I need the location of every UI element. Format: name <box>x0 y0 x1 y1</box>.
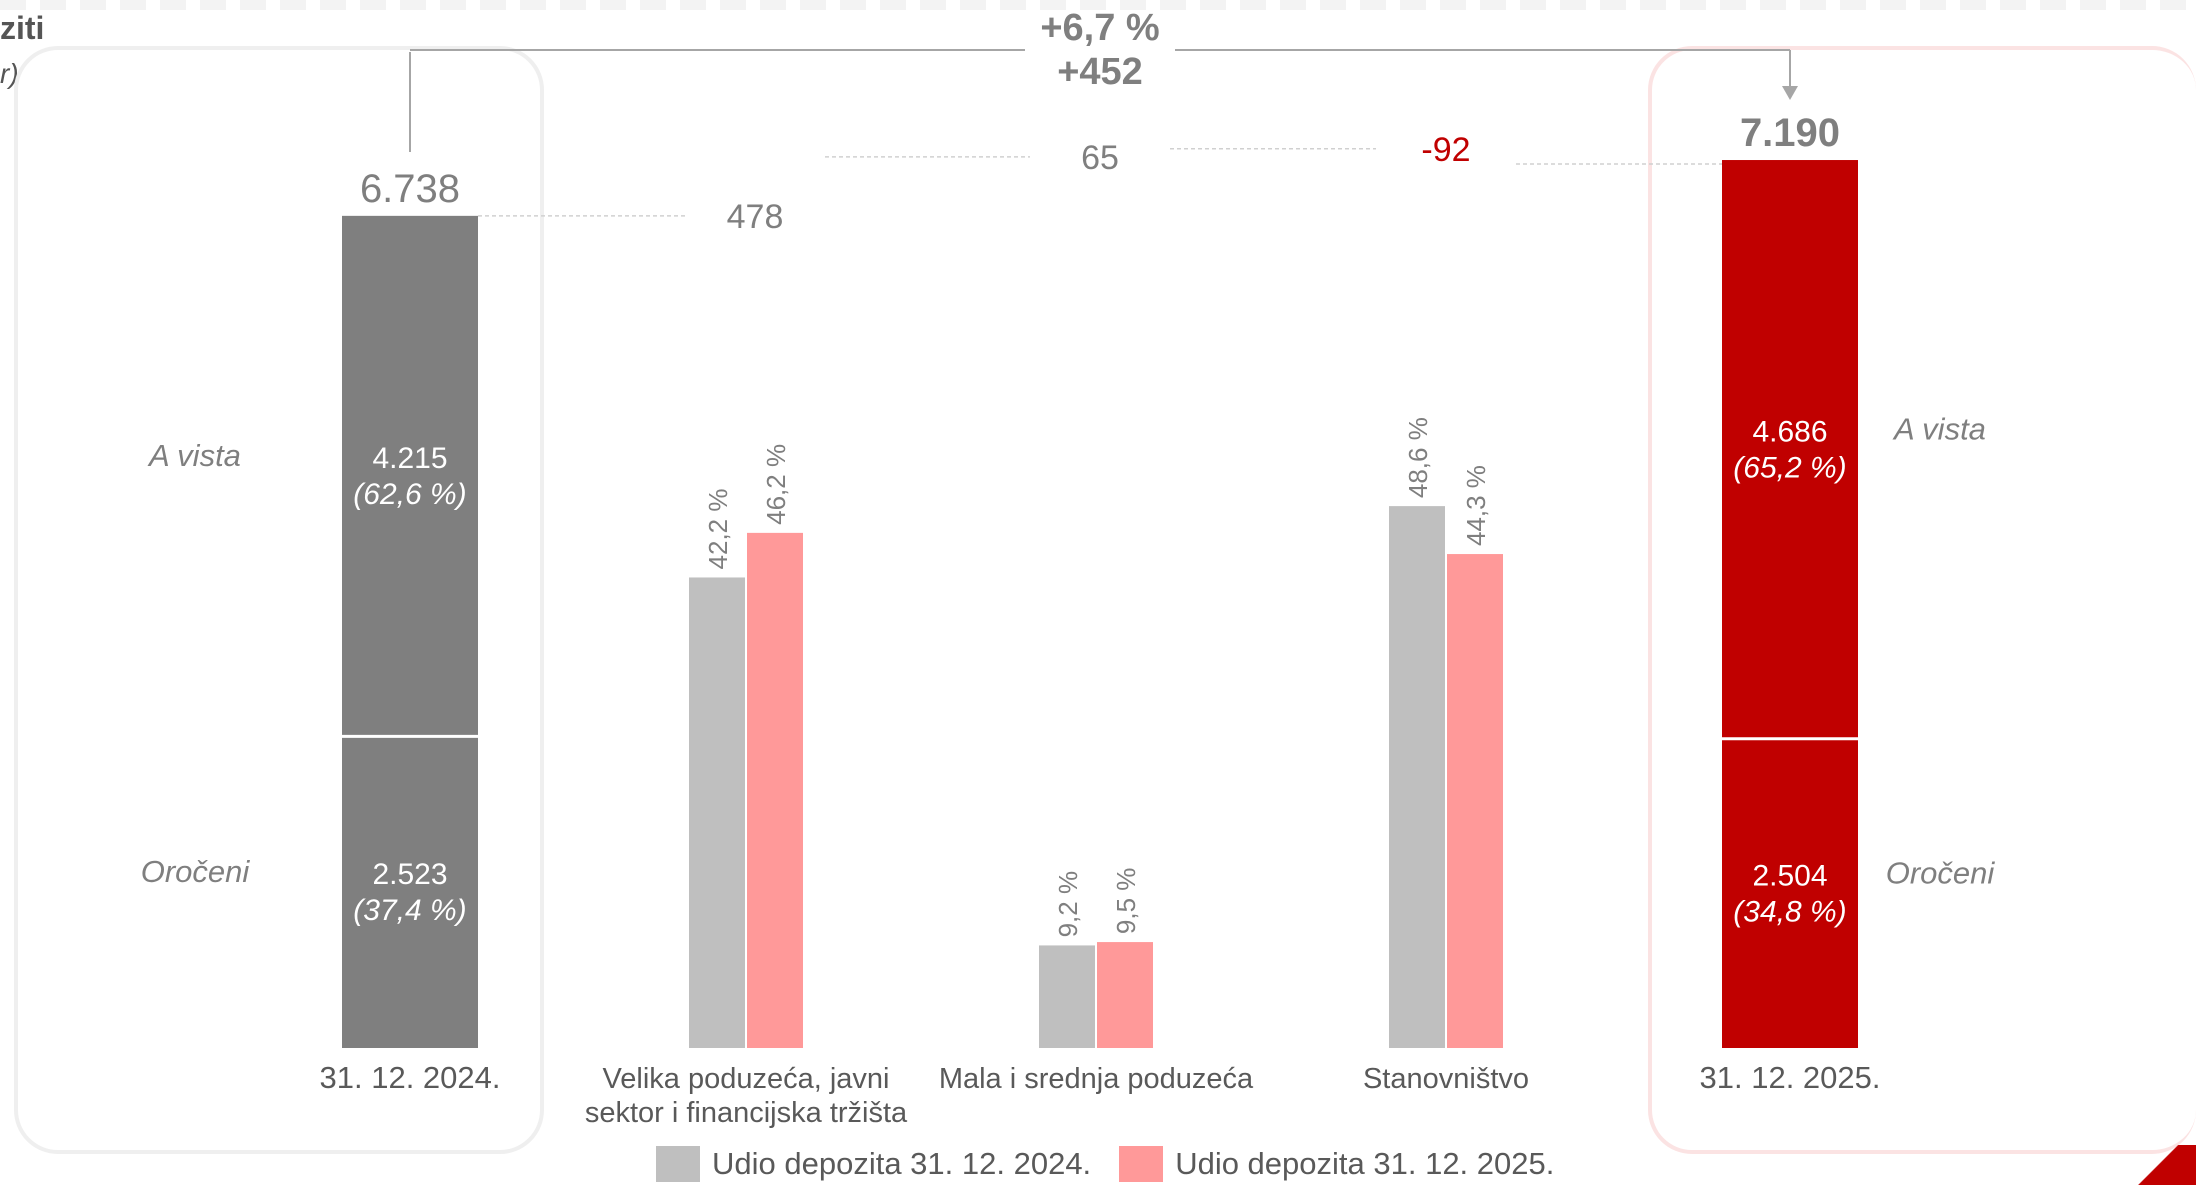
change-value-label: 65 <box>1081 139 1119 177</box>
share-bar-2024 <box>1039 945 1095 1048</box>
segment-share-label: (62,6 %) <box>353 478 466 511</box>
segment-share-label: (34,8 %) <box>1733 895 1846 928</box>
share-bar-2024 <box>689 577 745 1048</box>
share-value-label: 44,3 % <box>1461 465 1491 546</box>
legend: Udio depozita 31. 12. 2024. Udio depozit… <box>656 1146 1582 1182</box>
subtitle-fragment: r) <box>0 58 19 89</box>
segment-category-label: Oročeni <box>141 854 251 889</box>
segment-share-label: (65,2 %) <box>1733 451 1846 484</box>
change-abs-label: +452 <box>1057 51 1143 93</box>
title-fragment: ziti <box>0 10 45 46</box>
share-bar-2025 <box>1097 942 1153 1048</box>
total-bar-2025-a-vista <box>1722 160 1858 739</box>
share-bar-2024 <box>1389 506 1445 1048</box>
decorative-top-strip <box>0 0 2196 10</box>
share-value-label: 9,5 % <box>1111 868 1141 935</box>
share-bar-2025 <box>1447 554 1503 1048</box>
change-value-label: -92 <box>1421 131 1470 169</box>
legend-swatch-2025 <box>1119 1146 1164 1182</box>
category-axis-label: Velika poduzeća, javni <box>603 1063 890 1095</box>
segment-category-label: Oročeni <box>1886 855 1996 890</box>
total-bar-2024-oroceni <box>342 736 478 1048</box>
share-value-label: 9,2 % <box>1053 871 1083 938</box>
legend-swatch-2024 <box>656 1146 700 1182</box>
change-percent-label: +6,7 % <box>1040 7 1159 49</box>
total-value-label: 6.738 <box>360 167 460 211</box>
panel-2024 <box>14 46 544 1154</box>
share-bar-2025 <box>747 532 803 1048</box>
segment-value-label: 2.523 <box>372 858 447 891</box>
corner-swoosh-decoration <box>2106 1145 2196 1185</box>
segment-share-label: (37,4 %) <box>353 894 466 927</box>
category-axis-label: sektor i financijska tržišta <box>585 1097 908 1129</box>
legend-label-2025: Udio depozita 31. 12. 2025. <box>1175 1146 1555 1181</box>
legend-item-2024: Udio depozita 31. 12. 2024. <box>656 1146 1091 1182</box>
category-axis-label: Mala i srednja poduzeća <box>939 1063 1254 1095</box>
total-bar-2024-a-vista <box>342 215 478 737</box>
segment-value-label: 4.215 <box>372 442 447 475</box>
total-date-label: 31. 12. 2024. <box>320 1060 501 1095</box>
category-axis-label: Stanovništvo <box>1363 1063 1529 1095</box>
legend-label-2024: Udio depozita 31. 12. 2024. <box>712 1146 1092 1181</box>
total-date-label: 31. 12. 2025. <box>1700 1060 1881 1095</box>
segment-category-label: A vista <box>1892 411 1986 446</box>
total-value-label: 7.190 <box>1740 111 1840 155</box>
segment-category-label: A vista <box>147 438 241 473</box>
share-value-label: 48,6 % <box>1403 417 1433 498</box>
total-bar-2025-oroceni <box>1722 738 1858 1048</box>
panel-2025 <box>1648 46 2196 1154</box>
share-value-label: 46,2 % <box>761 444 791 525</box>
change-value-label: 478 <box>727 198 784 236</box>
legend-item-2025: Udio depozita 31. 12. 2025. <box>1119 1146 1554 1182</box>
segment-value-label: 2.504 <box>1752 859 1827 892</box>
segment-value-label: 4.686 <box>1752 415 1827 448</box>
share-value-label: 42,2 % <box>703 489 733 570</box>
arrow-head-icon <box>1782 86 1798 100</box>
